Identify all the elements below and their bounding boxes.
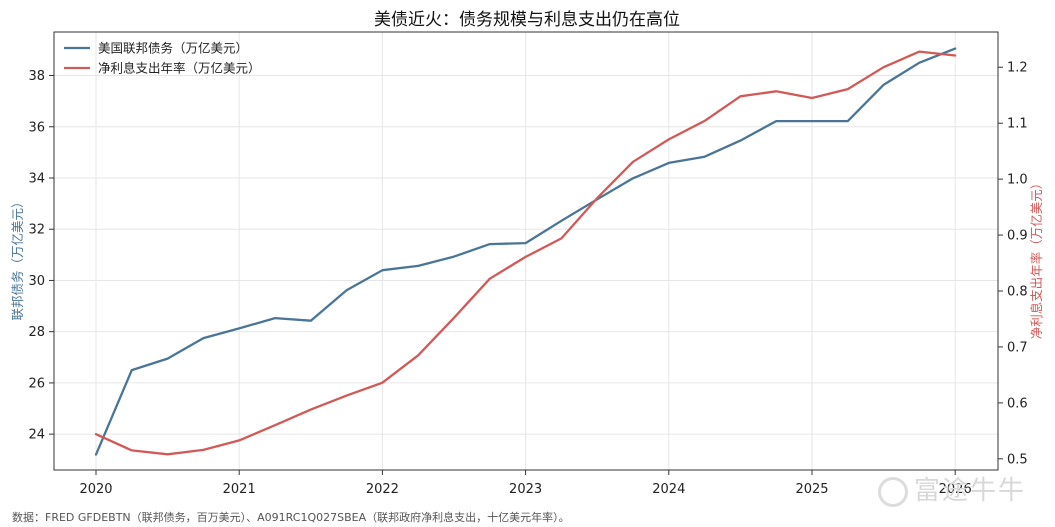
y-axis-right-title: 净利息支出年率（万亿美元） [1029, 177, 1044, 340]
y-left-tick-label: 28 [28, 325, 45, 340]
y-left-tick-label: 38 [28, 69, 45, 84]
y-right-tick-label: 1.1 [1007, 117, 1028, 132]
y-right-tick-label: 0.6 [1007, 396, 1028, 411]
watermark-text: 富途牛牛 [914, 476, 1027, 506]
y-right-tick-label: 1.2 [1007, 61, 1028, 76]
y-right-tick-label: 1.0 [1007, 173, 1028, 188]
y-right-tick-label: 0.7 [1007, 340, 1028, 355]
legend: 美国联邦债务（万亿美元） 净利息支出年率（万亿美元） [64, 41, 261, 76]
x-tick-label: 2021 [223, 482, 256, 497]
legend-label-debt: 美国联邦债务（万亿美元） [98, 41, 248, 56]
y-left-tick-label: 26 [28, 376, 45, 391]
y-right-tick-label: 0.9 [1007, 229, 1028, 244]
x-tick-label: 2026 [939, 482, 972, 497]
y-left-tick-label: 30 [28, 274, 45, 289]
chart-title: 美债近火：债务规模与利息支出仍在高位 [374, 10, 680, 30]
x-tick-label: 2025 [795, 482, 828, 497]
series-line-debt [94, 47, 957, 456]
x-tick-label: 2020 [79, 482, 112, 497]
y-left-tick-label: 36 [28, 120, 45, 135]
x-tick-label: 2023 [509, 482, 542, 497]
y-axis-left: 24 26 28 30 32 34 36 38 [28, 69, 54, 443]
y-left-tick-label: 34 [28, 172, 45, 187]
x-axis: 2020 2021 2022 2023 2024 2025 2026 [79, 470, 972, 497]
y-axis-right: 0.5 0.6 0.7 0.8 0.9 1.0 1.1 1.2 [998, 61, 1028, 467]
watermark: 富途牛牛 [878, 470, 1026, 507]
y-left-tick-label: 32 [28, 223, 45, 238]
y-right-tick-label: 0.5 [1007, 452, 1028, 467]
logo-icon [878, 476, 908, 507]
series-layer [94, 47, 957, 456]
footnote: 数据：FRED GFDEBTN（联邦债务，百万美元）、A091RC1Q027SB… [12, 511, 570, 524]
x-tick-label: 2022 [366, 482, 399, 497]
x-tick-label: 2024 [652, 482, 685, 497]
grid [54, 32, 998, 470]
legend-label-interest: 净利息支出年率（万亿美元） [98, 61, 261, 76]
series-line-interest [94, 50, 957, 456]
y-axis-left-title: 联邦债务（万亿美元） [10, 195, 25, 320]
y-left-tick-label: 24 [28, 428, 45, 443]
y-right-tick-label: 0.8 [1007, 284, 1028, 299]
